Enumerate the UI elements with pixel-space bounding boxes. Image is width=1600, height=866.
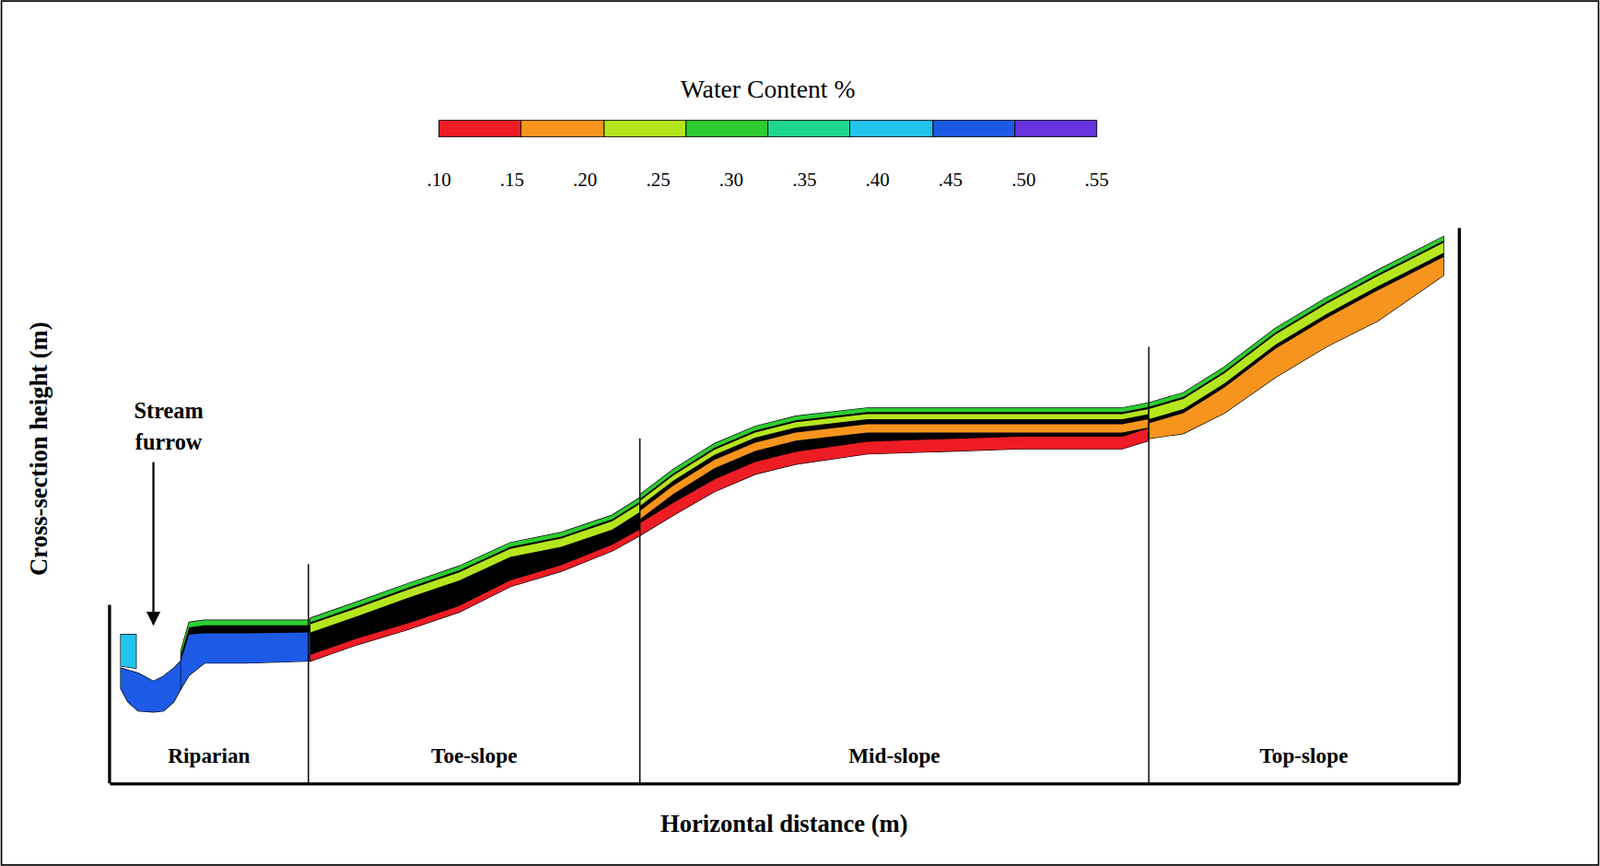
annotation-arrow (151, 462, 154, 625)
layer-boundary (120, 660, 181, 712)
zone-label: Riparian (167, 743, 250, 768)
colorbar-bin (604, 120, 687, 138)
zone-divider (307, 563, 309, 783)
layer-boundary (640, 402, 1149, 536)
colorbar: Water Content % .10 .15 .20 .25 .30 .35 .40 .45.… (426, 74, 1109, 190)
chart-svg: Water Content % .10 .15 .20 .25 .30 .35 .40 .45.… (0, 0, 1600, 866)
layer-boundary (1148, 236, 1444, 439)
figure-frame (1, 0, 1600, 865)
water-content-band (180, 631, 311, 689)
water-content-band (640, 428, 1149, 536)
layer-boundary (120, 634, 137, 669)
x-axis (109, 782, 1460, 784)
water-content-band (1148, 236, 1444, 408)
zone-label: Mid-slope (848, 743, 940, 768)
layer-boundary (310, 497, 641, 661)
y-axis-title: Cross-section height (m) (24, 321, 53, 575)
colorbar-bin (520, 120, 604, 138)
y-axis-right (1459, 227, 1460, 783)
colorbar-bin (439, 120, 522, 138)
x-axis-title: Horizontal distance (m) (660, 809, 909, 838)
plot-marks (120, 236, 1444, 713)
zone-divider (639, 438, 641, 783)
colorbar-bin (1015, 120, 1098, 138)
zone-label: Top-slope (1259, 743, 1348, 768)
colorbar-tick-label: .40 (865, 168, 890, 191)
water-content-band (640, 408, 1149, 506)
x-axis-line (109, 782, 1460, 785)
colorbar-tick-label: .55 (1085, 168, 1110, 191)
colorbar-title: Water Content % (680, 74, 856, 104)
water-content-band (310, 529, 641, 662)
colorbar-tick-label: .30 (719, 168, 744, 191)
annotation-line: furrow (135, 429, 203, 455)
water-content-band (1148, 243, 1444, 421)
annotation-line: Stream (134, 397, 204, 423)
water-content-band (1148, 256, 1444, 439)
colorbar-bin (849, 120, 933, 138)
colorbar-bin (933, 120, 1016, 138)
colorbar-tick-label: .10 (426, 168, 451, 191)
colorbar-tick-label: .20 (572, 168, 597, 191)
colorbar-tick-label: .35 (792, 168, 817, 191)
colorbar-bin (768, 120, 851, 138)
colorbar-tick-label: .15 (500, 168, 525, 191)
zone-divider (1147, 346, 1149, 783)
water-content-band (120, 634, 137, 669)
water-content-band (640, 419, 1149, 520)
y-axis-line (1458, 227, 1461, 783)
layer-boundary (180, 619, 311, 689)
zone-label: Toe-slope (431, 743, 517, 768)
colorbar-tick-label: .45 (938, 168, 963, 191)
left-frame-line (107, 605, 111, 784)
water-content-band (120, 660, 181, 712)
colorbar-bin (686, 120, 769, 138)
colorbar-tick-label: .50 (1011, 168, 1036, 191)
annotation: Stream furrow (134, 397, 204, 625)
zones: Riparian Toe-slope Mid-slope Top-slope (167, 346, 1348, 783)
annotation-label: Stream furrow (134, 397, 204, 455)
colorbar-tick-label: .25 (645, 168, 670, 191)
water-content-band (310, 503, 641, 633)
